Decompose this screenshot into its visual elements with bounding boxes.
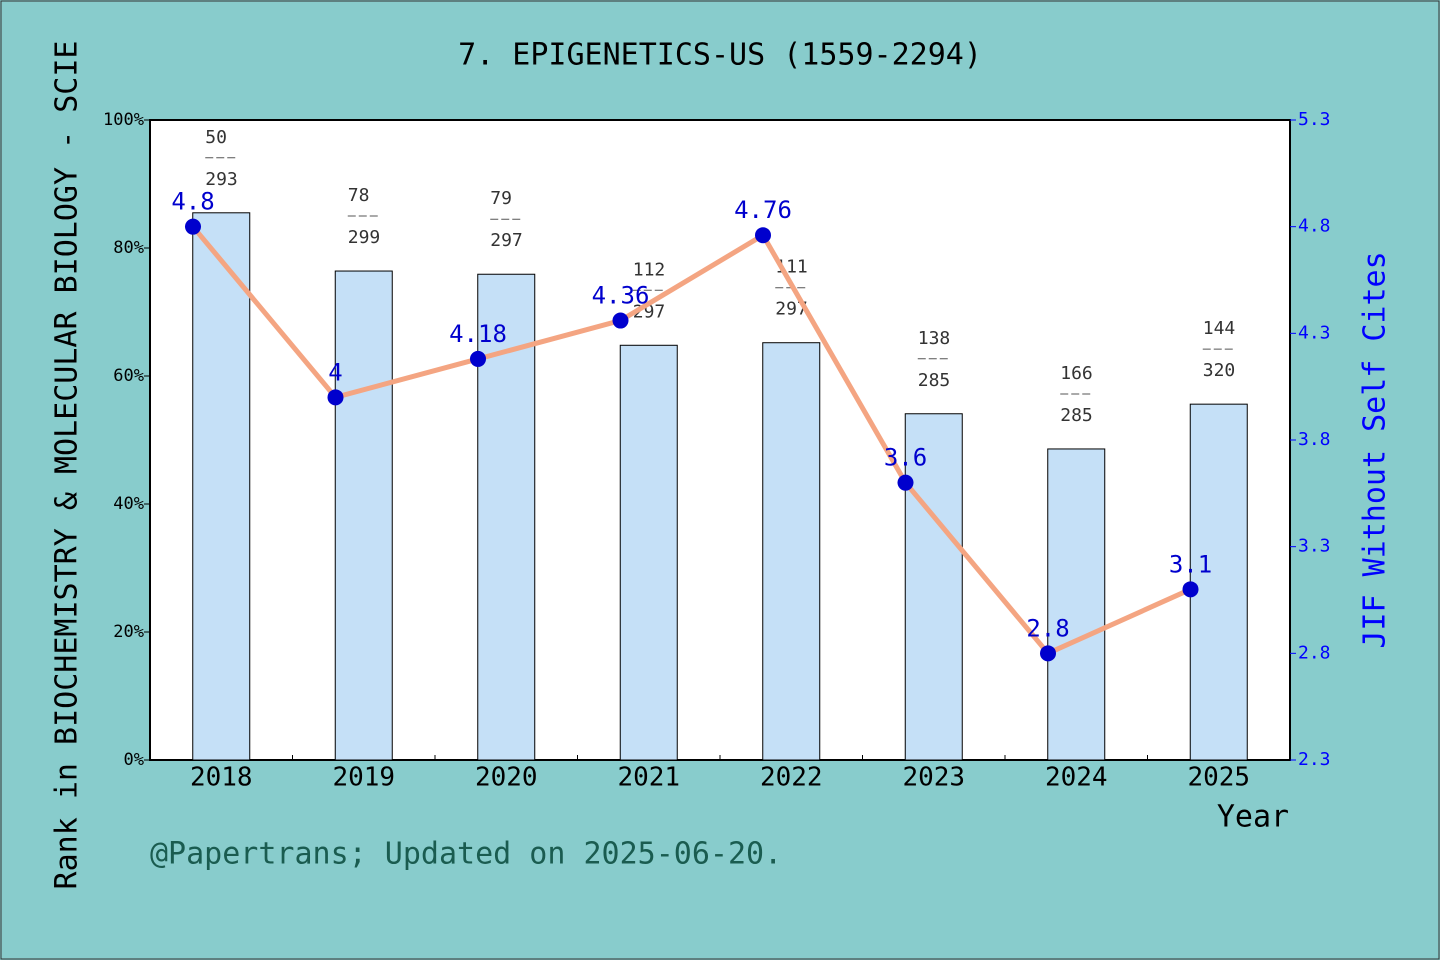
y2-axis-label: JIF Without Self Cites (1358, 251, 1393, 648)
rank-label: 112 (633, 259, 666, 280)
y-tick-label: 80% (113, 238, 144, 258)
total-label: 293 (205, 169, 238, 190)
y-tick-label: 100% (103, 110, 144, 130)
jif-marker (327, 389, 344, 406)
y-tick-label: 20% (113, 622, 144, 642)
y-axis-label: Rank in BIOCHEMISTRY & MOLECULAR BIOLOGY… (50, 41, 85, 890)
x-tick-label: 2024 (1045, 763, 1108, 793)
bar (904, 413, 963, 761)
rank-label: 144 (1203, 318, 1236, 339)
total-label: 285 (918, 370, 951, 391)
bar (762, 342, 821, 761)
y2-tick-label: 5.3 (1298, 109, 1331, 130)
plot-area (149, 119, 1291, 761)
bar (1189, 403, 1248, 761)
jif-marker (1040, 645, 1056, 662)
total-label: 299 (348, 227, 381, 248)
x-tick-label: 2018 (190, 763, 253, 793)
rank-label: 78 (348, 185, 370, 206)
bar (619, 344, 678, 761)
x-tick-label: 2019 (332, 763, 395, 793)
jif-marker (1182, 581, 1199, 598)
jif-value-label: 4.8 (171, 188, 214, 216)
jif-line (191, 225, 1192, 657)
jif-value-label: 4.76 (734, 196, 792, 224)
x-tick-label: 2022 (760, 763, 823, 793)
jif-value-label: 4 (328, 358, 342, 386)
bar (1047, 448, 1106, 761)
x-axis-label: Year (1217, 800, 1289, 835)
jif-value-label: 2.8 (1026, 614, 1069, 642)
x-tick-label: 2025 (1187, 763, 1250, 793)
y2-tick-label: 2.3 (1298, 749, 1331, 770)
rank-label: 50 (205, 127, 227, 148)
jif-value-label: 3.6 (884, 444, 927, 472)
y-tick-label: 0% (124, 750, 144, 770)
rank-label: 79 (490, 188, 512, 209)
y-tick-label: 40% (113, 494, 144, 514)
total-label: 297 (490, 230, 523, 251)
footer: @Papertrans; Updated on 2025-06-20. (150, 837, 782, 872)
total-label: 320 (1203, 360, 1236, 381)
x-tick-label: 2023 (902, 763, 965, 793)
total-label: 297 (775, 299, 808, 320)
jif-marker (897, 474, 914, 491)
y2-tick-label: 3.8 (1298, 429, 1331, 450)
jif-value-label: 3.1 (1169, 550, 1212, 578)
jif-marker (470, 350, 486, 367)
jif-marker (185, 218, 201, 235)
jif-marker (755, 227, 771, 244)
jif-value-label: 4.36 (592, 282, 650, 310)
x-tick-label: 2020 (475, 763, 538, 793)
x-tick-label: 2021 (617, 763, 680, 793)
rank-label: 138 (918, 328, 951, 349)
y2-tick-label: 2.8 (1298, 642, 1331, 663)
total-label: 285 (1060, 405, 1093, 426)
y2-tick-label: 4.8 (1298, 216, 1331, 237)
chart-title: 7. EPIGENETICS-US (1559-2294) (458, 38, 982, 73)
y2-tick-label: 4.3 (1298, 322, 1331, 343)
bar (192, 212, 251, 761)
y-tick-label: 60% (113, 366, 144, 386)
jif-value-label: 4.18 (449, 320, 507, 348)
y2-tick-label: 3.3 (1298, 536, 1331, 557)
bar (334, 270, 393, 761)
rank-label: 166 (1060, 363, 1093, 384)
jif-marker (612, 312, 629, 329)
